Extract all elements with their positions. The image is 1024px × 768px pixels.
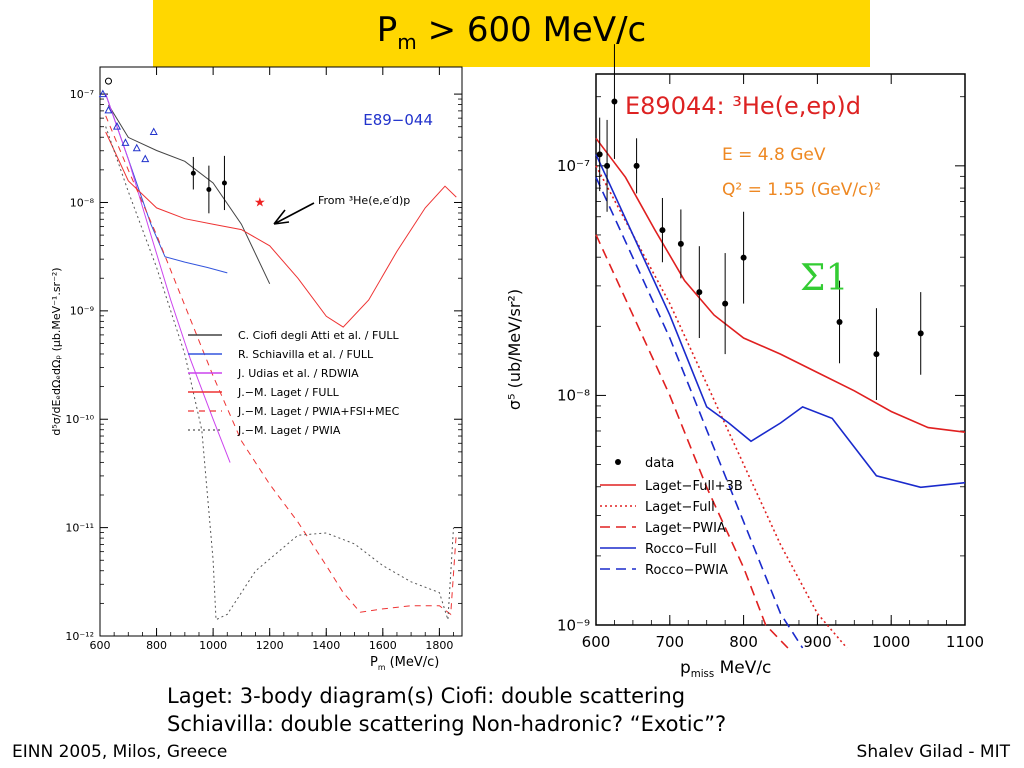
data-point-triangle xyxy=(98,89,107,98)
legend-label: J.−M. Laget / FULL xyxy=(237,386,340,399)
x-tick-label: 1200 xyxy=(256,639,284,652)
x-tick-label: 1800 xyxy=(425,639,453,652)
data-point xyxy=(873,351,880,358)
y-tick-label: 10⁻⁸ xyxy=(70,196,95,209)
legend-label: Laget−Full xyxy=(645,500,715,515)
x-tick-label: 800 xyxy=(729,633,758,651)
data-point xyxy=(917,330,924,337)
annotation-arrow xyxy=(273,202,315,225)
legend-label: J.−M. Laget / PWIA+FSI+MEC xyxy=(237,405,400,418)
data-point xyxy=(740,254,747,261)
x-axis-label-sub: miss xyxy=(691,669,714,680)
data-point xyxy=(221,180,227,186)
y-tick-label: 10⁻⁹ xyxy=(557,616,590,634)
x-tick-label: 1400 xyxy=(312,639,340,652)
data-point xyxy=(677,240,684,247)
data-point-star: ★ xyxy=(254,195,266,210)
beam-energy: E = 4.8 GeV xyxy=(722,145,826,165)
chart-1: 600 800 1000 1200 1400 1600 1800 10⁻¹² 10⁻¹¹ 10⁻¹… xyxy=(50,66,463,672)
footer-left: EINN 2005, Milos, Greece xyxy=(12,742,228,762)
title-rest: > 600 MeV/c xyxy=(416,10,647,50)
title-main: P xyxy=(376,10,398,50)
x-tick-label: 600 xyxy=(90,639,111,652)
momentum-transfer: Q² = 1.55 (GeV/c)² xyxy=(722,180,881,200)
x-tick-label: 1000 xyxy=(872,633,910,651)
plot-frame xyxy=(99,66,463,637)
x-tick-label: 800 xyxy=(146,639,167,652)
x-tick-label: 900 xyxy=(803,633,832,651)
annotation-text: From ³He(e,e′d)p xyxy=(318,194,410,207)
series-line-4 xyxy=(105,131,457,328)
data-point xyxy=(836,318,843,325)
data-point-triangle xyxy=(112,122,122,130)
data-point xyxy=(596,151,603,158)
x-tick-label: 600 xyxy=(582,633,611,651)
x-axis-label-main: P xyxy=(370,655,378,670)
series-line-3 xyxy=(105,93,231,463)
legend-marker xyxy=(615,459,621,465)
data-point xyxy=(722,300,729,307)
series-line-5 xyxy=(595,176,804,649)
x-tick-label: 700 xyxy=(655,633,684,651)
series-line-3 xyxy=(595,234,789,649)
data-point-open xyxy=(104,77,112,85)
data-point-triangle xyxy=(104,105,113,114)
title-subscript: m xyxy=(397,29,417,54)
series-line-1 xyxy=(595,137,966,433)
data-point-triangle xyxy=(149,127,158,136)
y-tick-label: 10⁻¹¹ xyxy=(65,521,94,534)
x-axis-label-units: (MeV/c) xyxy=(385,655,439,670)
legend-label: R. Schiavilla et al. / FULL xyxy=(238,348,374,361)
legend-label: Rocco−PWIA xyxy=(645,563,728,578)
y-tick-label: 10⁻⁹ xyxy=(70,305,94,318)
experiment-tag: E89044: ³He(e,ep)d xyxy=(625,92,861,120)
data-point-triangle xyxy=(121,138,130,146)
x-axis-label-units: MeV/c xyxy=(714,658,771,678)
legend-label: Laget−PWIA xyxy=(645,521,726,536)
slide-title: Pm > 600 MeV/c xyxy=(153,10,870,54)
legend-label: J. Udias et al. / RDWIA xyxy=(237,367,359,380)
x-tick-label: 1000 xyxy=(199,639,227,652)
data-point xyxy=(206,186,212,192)
x-tick-label: 1600 xyxy=(369,639,397,652)
caption-line-2: Schiavilla: double scattering Non-hadron… xyxy=(167,712,727,736)
x-axis-label-main: p xyxy=(680,658,691,678)
chart-2: 600 700 800 900 1000 1100 10⁻⁹ 10⁻⁸ 10⁻⁷ pmiss Me… xyxy=(505,44,984,680)
legend-label: data xyxy=(645,456,674,471)
data-point xyxy=(604,162,611,169)
series-line-4 xyxy=(595,154,966,489)
legend-label: J.−M. Laget / PWIA xyxy=(237,424,341,437)
sigma-label: Σ1 xyxy=(800,258,848,299)
x-tick-label: 1100 xyxy=(946,633,984,651)
data-point xyxy=(190,170,196,176)
x-axis-label: pmiss MeV/c xyxy=(680,658,771,680)
series-line-5 xyxy=(105,115,457,616)
title-banner: Pm > 600 MeV/c xyxy=(153,0,870,67)
legend-label: C. Ciofi degli Atti et al. / FULL xyxy=(238,329,399,342)
data-point xyxy=(611,98,618,105)
experiment-tag: E89−044 xyxy=(363,111,433,129)
legend-label: Laget−Full+3B xyxy=(645,479,743,494)
data-point xyxy=(633,162,640,169)
x-axis-label-sub: m xyxy=(378,663,386,672)
data-point-triangle xyxy=(132,143,141,152)
series-line-6 xyxy=(105,126,454,621)
y-tick-label: 10⁻⁷ xyxy=(557,157,590,175)
x-axis-label: Pm (MeV/c) xyxy=(370,655,439,672)
y-tick-label: 10⁻¹⁰ xyxy=(65,413,94,426)
y-tick-label: 10⁻⁷ xyxy=(70,88,94,101)
footer-right: Shalev Gilad - MIT xyxy=(856,742,1010,762)
data-point-triangle xyxy=(141,154,150,163)
data-point xyxy=(696,289,703,296)
y-axis-label: σ⁵ (ub/MeV/sr²) xyxy=(505,289,524,410)
data-point xyxy=(659,227,666,234)
caption-line-1: Laget: 3-body diagram(s) Ciofi: double s… xyxy=(167,684,686,708)
y-tick-label: 10⁻¹² xyxy=(65,630,94,643)
legend-label: Rocco−Full xyxy=(645,542,717,557)
y-tick-label: 10⁻⁸ xyxy=(557,387,590,405)
y-axis-label: d⁵σ/dEₑdΩₑdΩₚ (μb.MeV⁻¹.sr⁻²) xyxy=(50,267,63,435)
series-line-1 xyxy=(108,104,271,285)
